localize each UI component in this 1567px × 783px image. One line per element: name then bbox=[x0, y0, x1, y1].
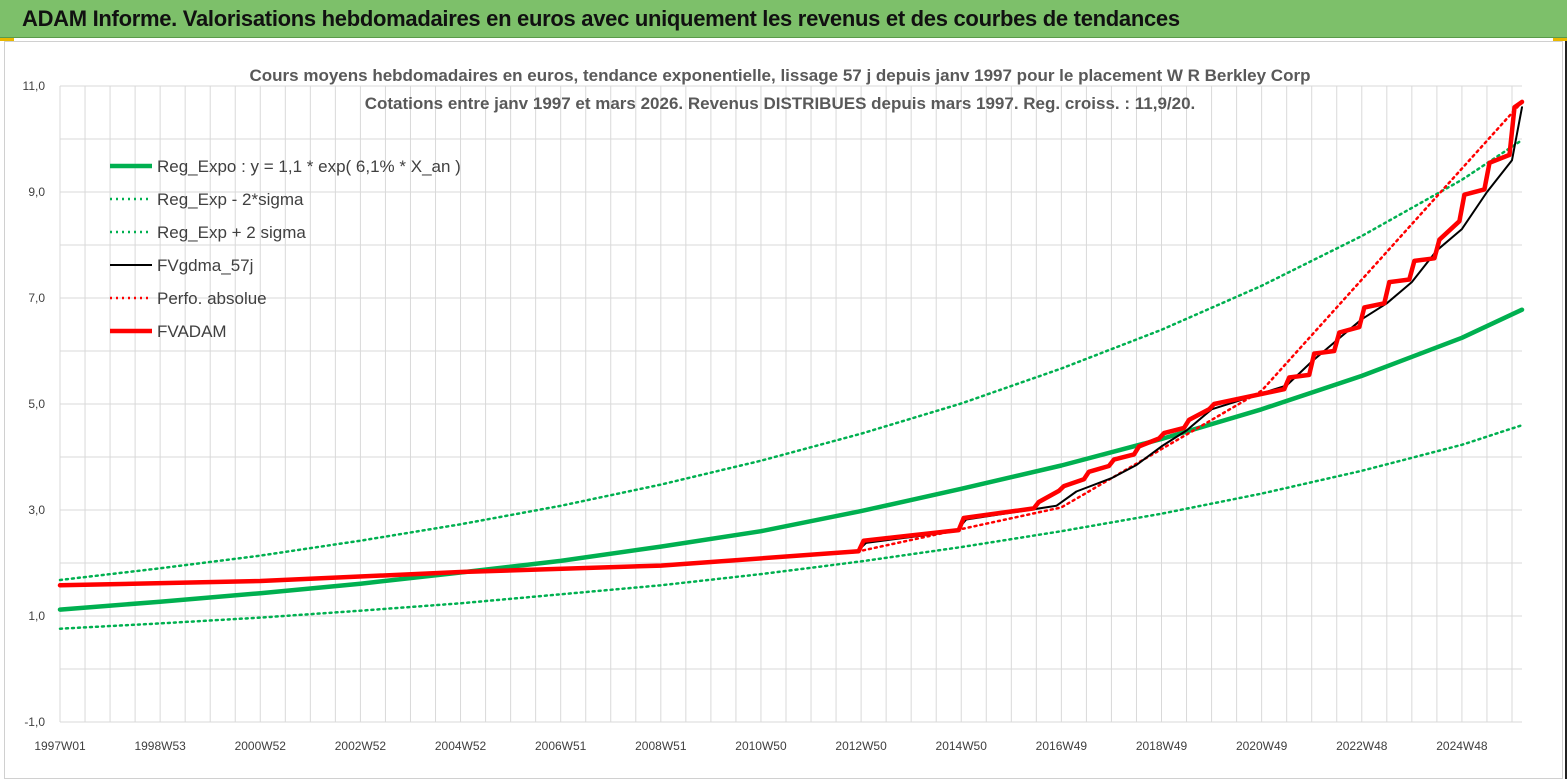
y-tick-label: -1,0 bbox=[24, 715, 45, 729]
y-tick-label: 3,0 bbox=[28, 503, 45, 517]
legend-label: FVADAM bbox=[157, 322, 227, 341]
report-banner: ADAM Informe. Valorisations hebdomadaire… bbox=[0, 0, 1567, 38]
y-tick-label: 5,0 bbox=[28, 397, 45, 411]
x-tick-label: 2020W49 bbox=[1236, 739, 1288, 753]
series-line-3 bbox=[59, 106, 1523, 587]
legend-label: FVgdma_57j bbox=[157, 256, 253, 275]
series-line-2 bbox=[58, 138, 1524, 582]
legend-label: Reg_Exp + 2 sigma bbox=[157, 223, 306, 242]
x-tick-label: 2016W49 bbox=[1036, 739, 1088, 753]
x-tick-label: 1998W53 bbox=[134, 739, 186, 753]
x-tick-label: 2012W50 bbox=[835, 739, 887, 753]
chart-area bbox=[4, 41, 1563, 779]
chart-subtitle: Cotations entre janv 1997 et mars 2026. … bbox=[365, 94, 1196, 113]
series-line-5 bbox=[57, 99, 1525, 588]
banner-accent-left bbox=[0, 38, 14, 41]
grid-lines bbox=[59, 85, 1522, 723]
banner-accent-right bbox=[1553, 38, 1567, 41]
series-line-1 bbox=[58, 423, 1524, 630]
x-tick-label: 2024W48 bbox=[1436, 739, 1488, 753]
x-tick-label: 2002W52 bbox=[335, 739, 387, 753]
legend-label: Perfo. absolue bbox=[157, 289, 267, 308]
x-tick-label: 2000W52 bbox=[235, 739, 287, 753]
y-tick-label: 1,0 bbox=[28, 609, 45, 623]
y-axis-ticks: -1,0 1,0 3,0 5,0 7,0 9,0 11,0 bbox=[23, 79, 46, 729]
x-tick-label: 2014W50 bbox=[936, 739, 988, 753]
legend-label: Reg_Expo : y = 1,1 * exp( 6,1% * X_an ) bbox=[157, 157, 461, 176]
x-tick-label: 2022W48 bbox=[1336, 739, 1388, 753]
chart-title: Cours moyens hebdomadaires en euros, ten… bbox=[250, 66, 1311, 85]
series-line-0 bbox=[57, 307, 1525, 612]
y-tick-label: 11,0 bbox=[23, 79, 46, 93]
report-title: ADAM Informe. Valorisations hebdomadaire… bbox=[22, 6, 1180, 31]
y-tick-label: 9,0 bbox=[28, 185, 45, 199]
x-tick-label: 2006W51 bbox=[535, 739, 587, 753]
legend: Reg_Expo : y = 1,1 * exp( 6,1% * X_an ) R… bbox=[110, 157, 461, 341]
y-tick-label: 7,0 bbox=[28, 291, 45, 305]
x-tick-label: 2004W52 bbox=[435, 739, 487, 753]
x-tick-label: 2008W51 bbox=[635, 739, 687, 753]
x-tick-label: 2010W50 bbox=[735, 739, 787, 753]
x-tick-label: 1997W01 bbox=[34, 739, 86, 753]
series-lines bbox=[57, 99, 1525, 630]
x-axis-ticks: 1997W01 1998W53 2000W52 2002W52 2004W52 2006W… bbox=[34, 739, 1488, 753]
legend-label: Reg_Exp - 2*sigma bbox=[157, 190, 304, 209]
x-tick-label: 2018W49 bbox=[1136, 739, 1188, 753]
chart-frame-edge bbox=[1565, 41, 1567, 779]
